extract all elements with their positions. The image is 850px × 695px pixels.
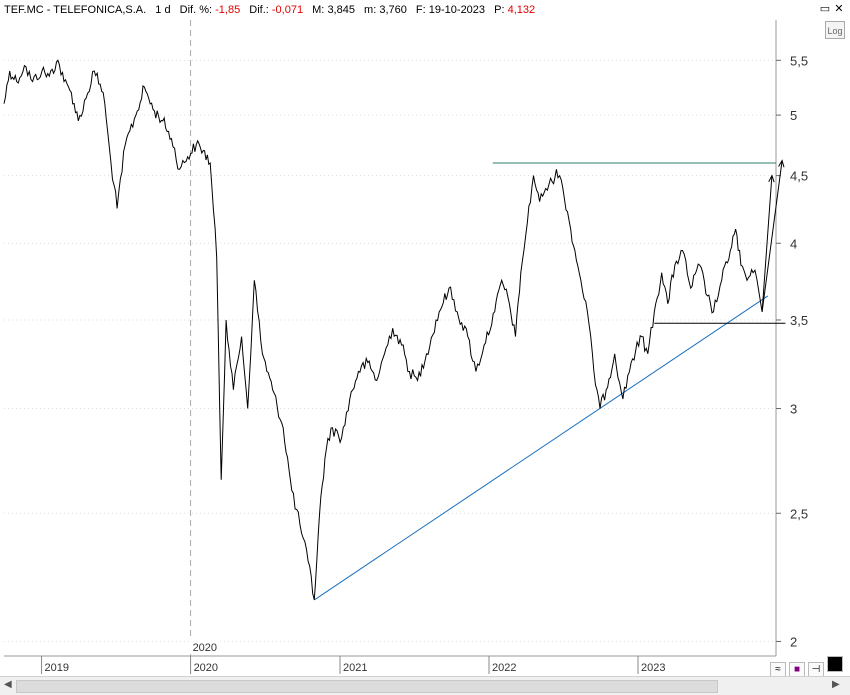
- max-label: M:: [312, 4, 325, 16]
- toolbar-bottom: ≈ ■ ⊣: [770, 656, 846, 678]
- cursor-label-bg: [189, 638, 220, 654]
- projection-arrowhead-1: [768, 174, 775, 183]
- x-tick-label-2: 2021: [343, 662, 367, 674]
- y-tick-label-4: 4: [790, 236, 797, 251]
- dif-pct-value: -1,85: [215, 4, 241, 16]
- window-controls: ▭ ✕: [818, 3, 846, 16]
- y-tick-label-6: 5: [790, 108, 797, 123]
- dif-value: -0,071: [271, 4, 304, 16]
- y-tick-label-2: 3: [790, 402, 797, 417]
- cursor-label: 2020: [193, 642, 217, 654]
- y-tick-label-7: 5,5: [790, 53, 808, 68]
- y-tick-label-5: 4,5: [790, 169, 808, 184]
- annotations: [314, 159, 786, 601]
- close-icon[interactable]: ✕: [834, 3, 844, 15]
- x-tick-label-1: 2020: [194, 662, 218, 674]
- scroll-thumb[interactable]: [16, 680, 718, 693]
- y-tick-label-3: 3,5: [790, 313, 808, 328]
- horizontal-scrollbar[interactable]: ◀ ▶: [0, 676, 850, 695]
- price-value: 4,132: [507, 4, 536, 16]
- price-label: P:: [494, 4, 505, 16]
- dif-pct-label: Dif. %:: [179, 4, 213, 16]
- scroll-right-icon[interactable]: ▶: [832, 679, 840, 690]
- projection-arrowhead-2: [778, 159, 785, 168]
- dif-label: Dif.:: [249, 4, 269, 16]
- min-value: 3,760: [379, 4, 407, 16]
- chart-header: TEF.MC - TELEFONICA,S.A. 1 d Dif. %: -1,…: [0, 0, 824, 20]
- projection-arrow-2: [761, 160, 783, 312]
- min-label: m:: [364, 4, 377, 16]
- y-tick-label-1: 2,5: [790, 506, 808, 521]
- restore-icon[interactable]: ▭: [819, 3, 831, 15]
- y-tick-label-0: 2: [790, 634, 797, 649]
- grid: [4, 20, 776, 656]
- symbol-label: TEF.MC - TELEFONICA,S.A.: [4, 4, 147, 16]
- trendline-support: [314, 295, 769, 601]
- date-value: 19-10-2023: [428, 4, 486, 16]
- x-tick-label-4: 2023: [641, 662, 665, 674]
- log-scale-button[interactable]: Log: [825, 21, 845, 39]
- save-icon[interactable]: ■: [789, 662, 805, 678]
- axes: 2 2,5 3 3,5 4 4,5 5 5,5 2019 2020 2021 2022 2023 2020: [4, 20, 808, 674]
- projection-arrow-1: [756, 175, 773, 312]
- timeframe-label: 1 d: [155, 4, 171, 16]
- color-square-icon[interactable]: [827, 656, 843, 672]
- series: [3, 59, 758, 601]
- max-value: 3,845: [327, 4, 355, 16]
- x-tick-label-3: 2022: [492, 662, 516, 674]
- x-tick-label-0: 2019: [45, 662, 69, 674]
- pin-icon[interactable]: ⊣: [808, 662, 824, 678]
- scroll-left-icon[interactable]: ◀: [4, 679, 12, 690]
- price-series-line-0: [3, 59, 758, 601]
- date-label: F:: [415, 4, 426, 16]
